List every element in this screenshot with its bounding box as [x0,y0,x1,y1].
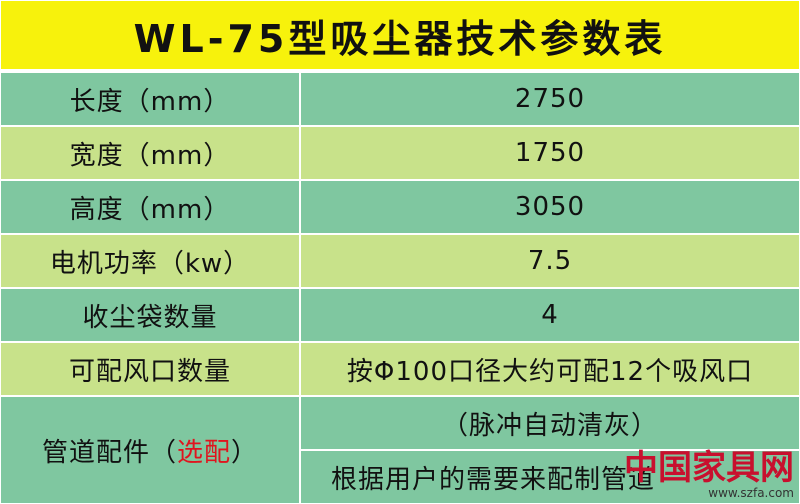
watermark: 中国家具网 www.szfa.com [624,450,794,500]
label-cell: 高度（mm） [0,180,300,234]
value-cell: 1750 [300,126,800,180]
label-cell: 收尘袋数量 [0,288,300,342]
value-cell: 7.5 [300,234,800,288]
label-cell: 可配风口数量 [0,342,300,396]
label-cell: 宽度（mm） [0,126,300,180]
value-cell: 3050 [300,180,800,234]
label: 管道配件（ [41,437,177,468]
watermark-name: 中国家具网 [624,448,794,488]
label: ） [231,437,259,468]
label-cell: 管道配件（ 选配） [0,396,300,504]
value-cell: 按Φ100口径大约可配12个吸风口 [300,342,800,396]
label-cell: 电机功率（kw） [0,234,300,288]
watermark-url: www.szfa.com [708,486,794,500]
label-highlight: 选配 [176,437,231,468]
label-cell: 长度（mm） [0,72,300,126]
value-cell: （脉冲自动清灰） [300,396,800,450]
value-cell: 4 [300,288,800,342]
title: WL-75型吸尘器技术参数表 [0,0,800,70]
value-cell: 根据用户的需要来配制管道 [300,450,800,504]
value-cell: 2750 [300,72,800,126]
